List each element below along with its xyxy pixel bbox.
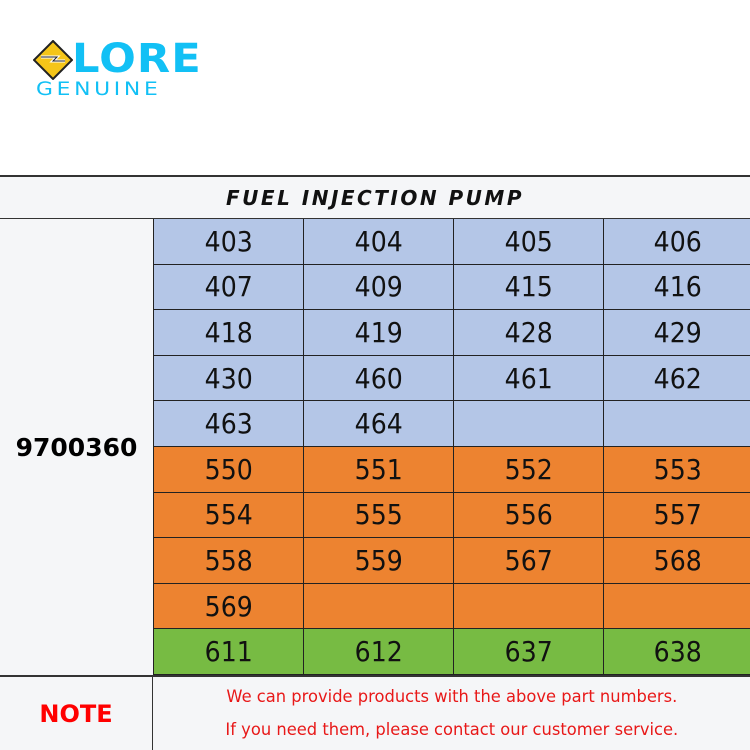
table-cell: 404 (304, 219, 454, 265)
cell-value: 552 (504, 452, 553, 486)
table-cell: 460 (304, 355, 454, 402)
table-cell: 419 (304, 310, 454, 356)
cell-value: 406 (653, 224, 702, 258)
table-cell: 612 (304, 629, 454, 675)
cell-value: 553 (653, 452, 702, 486)
table-cell: 428 (454, 310, 604, 356)
lore-logo-mark-icon (33, 40, 73, 80)
cell-value: 554 (204, 498, 253, 532)
cell-value: 567 (504, 543, 553, 577)
table-cell: 550 (154, 446, 304, 493)
table-cell: 553 (604, 446, 750, 493)
part-number-label: 9700360 (15, 432, 138, 462)
cell-value: 557 (653, 498, 702, 532)
note-divider-top (0, 675, 750, 677)
cell-value: 555 (354, 498, 403, 532)
table-cell: 429 (604, 310, 750, 356)
cell-value: 461 (504, 361, 553, 395)
cell-value: 429 (653, 315, 702, 349)
cell-value: 430 (204, 361, 253, 395)
cell-value: 407 (204, 270, 253, 304)
lore-genuine-logo: LORE GENUINE (33, 36, 233, 108)
note-text: We can provide products with the above p… (153, 677, 750, 750)
table-cell: 462 (604, 355, 750, 402)
cell-value: 637 (504, 635, 553, 669)
table-cell (454, 583, 604, 630)
table-cell: 551 (304, 446, 454, 493)
cell-value: 403 (204, 224, 253, 258)
title-divider (0, 218, 750, 219)
table-cell (604, 583, 750, 630)
cell-value: 464 (354, 407, 403, 441)
cell-value: 556 (504, 498, 553, 532)
table-cell: 556 (454, 492, 604, 539)
table-cell: 415 (454, 264, 604, 311)
cell-value: 404 (354, 224, 403, 258)
cell-value: 462 (653, 361, 702, 395)
table-cell: 554 (154, 492, 304, 539)
table-cell: 637 (454, 629, 604, 675)
cell-value: 611 (204, 635, 253, 669)
table-top-border (0, 175, 750, 177)
table-cell: 558 (154, 538, 304, 584)
parts-table: FUEL INJECTION PUMP 9700360 403 404 405 406… (0, 175, 750, 750)
cell-value: 569 (204, 589, 253, 623)
note-divider-vertical (152, 677, 153, 750)
table-cell: 416 (604, 264, 750, 311)
cell-value: 405 (504, 224, 553, 258)
cell-value: 416 (653, 270, 702, 304)
table-cell (604, 401, 750, 447)
logo-tagline-text: GENUINE (36, 78, 162, 100)
table-cell (304, 583, 454, 630)
table-cell: 555 (304, 492, 454, 539)
table-cell: 463 (154, 401, 304, 447)
table-cell: 557 (604, 492, 750, 539)
table-cell: 403 (154, 219, 304, 265)
logo-brand-text: LORE (72, 36, 202, 82)
cell-value: 419 (354, 315, 403, 349)
cell-value: 568 (653, 543, 702, 577)
cell-value: 409 (354, 270, 403, 304)
table-cell: 407 (154, 264, 304, 311)
cell-value: 558 (204, 543, 253, 577)
cell-value: 638 (653, 635, 702, 669)
table-cell: 569 (154, 583, 304, 630)
table-cell: 430 (154, 355, 304, 402)
table-cell: 418 (154, 310, 304, 356)
cell-value: 612 (354, 635, 403, 669)
cell-value: 550 (204, 452, 253, 486)
table-cell: 406 (604, 219, 750, 265)
note-label: NOTE (39, 699, 113, 728)
table-title: FUEL INJECTION PUMP (226, 185, 524, 210)
table-cell (454, 401, 604, 447)
note-line-2: If you need them, please contact our cus… (225, 719, 678, 740)
table-cell: 638 (604, 629, 750, 675)
cell-value: 418 (204, 315, 253, 349)
cell-value: 463 (204, 407, 253, 441)
part-number-grid: 403 404 405 406 407 409 415 416 418 419 428 429 430 4… (153, 219, 750, 675)
cell-value: 460 (354, 361, 403, 395)
cell-value: 428 (504, 315, 553, 349)
table-cell: 568 (604, 538, 750, 584)
table-cell: 567 (454, 538, 604, 584)
cell-value: 559 (354, 543, 403, 577)
table-cell: 611 (154, 629, 304, 675)
note-line-1: We can provide products with the above p… (226, 686, 677, 707)
table-cell: 552 (454, 446, 604, 493)
cell-value: 551 (354, 452, 403, 486)
table-cell: 464 (304, 401, 454, 447)
cell-value: 415 (504, 270, 553, 304)
table-cell: 559 (304, 538, 454, 584)
table-cell: 405 (454, 219, 604, 265)
table-cell: 409 (304, 264, 454, 311)
table-cell: 461 (454, 355, 604, 402)
